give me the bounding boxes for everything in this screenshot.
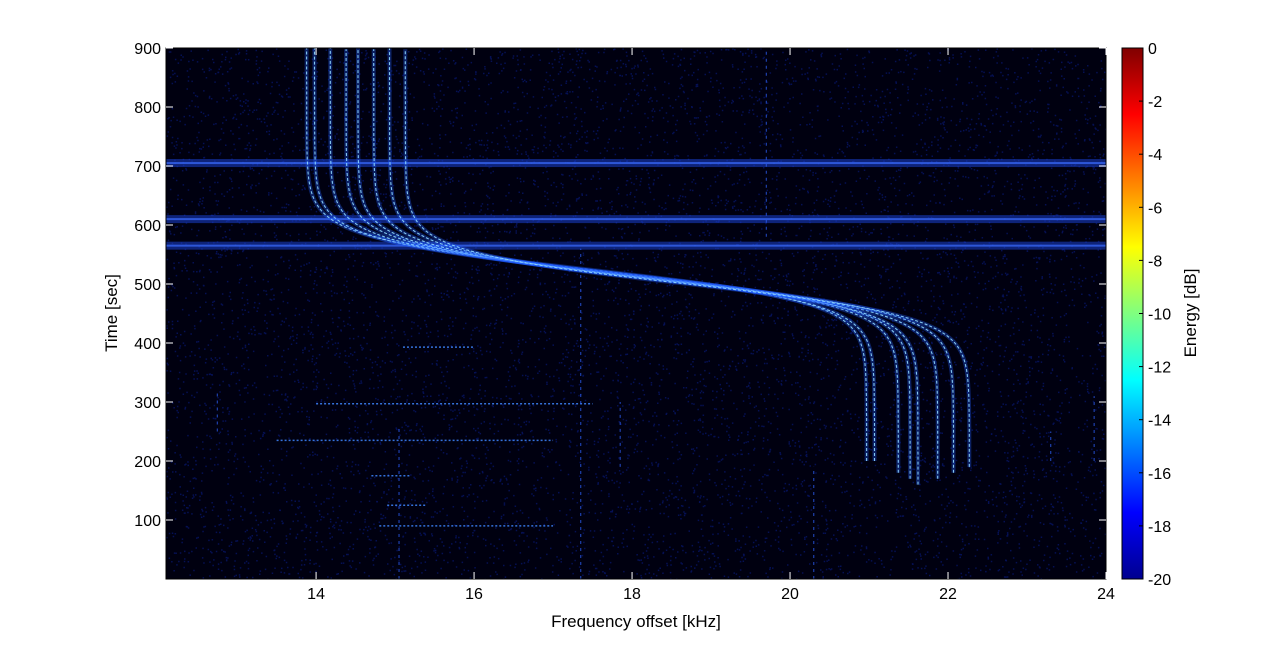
y-tick-label: 700	[134, 159, 161, 176]
x-tick-label: 24	[1097, 586, 1115, 603]
colorbar-tick-label: -20	[1148, 572, 1171, 589]
horizontal-band-core	[166, 218, 1106, 221]
y-tick-label: 400	[134, 336, 161, 353]
spectrogram-image	[166, 48, 1106, 579]
colorbar-tick-label: -10	[1148, 307, 1171, 324]
x-axis-label: Frequency offset [kHz]	[551, 612, 721, 631]
y-tick-label: 800	[134, 100, 161, 117]
horizontal-band-core	[166, 244, 1106, 247]
x-tick-label: 22	[939, 586, 957, 603]
x-tick-label: 14	[307, 586, 325, 603]
colorbar-tick-label: -4	[1148, 147, 1162, 164]
x-axis: 14 16 18 20 22 24	[307, 48, 1115, 603]
x-tick-label: 18	[623, 586, 641, 603]
colorbar-axis: 0 -2 -4 -6 -8 -10 -12 -14 -16 -18 -20	[1139, 41, 1171, 589]
colorbar-tick-label: 0	[1148, 41, 1157, 58]
y-tick-label: 300	[134, 395, 161, 412]
colorbar-tick-label: -6	[1148, 200, 1162, 217]
doppler-trace	[404, 49, 970, 467]
y-tick-label: 100	[134, 513, 161, 530]
plot-frame	[165, 47, 1107, 580]
colorbar-label: Energy [dB]	[1181, 269, 1200, 358]
colorbar-tick-label: -8	[1148, 253, 1162, 270]
doppler-trace	[345, 49, 911, 479]
y-axis: 100 200 300 400 500 600 700 800 900	[134, 41, 1106, 530]
doppler-trace	[313, 48, 876, 461]
colorbar-tick-label: -16	[1148, 466, 1171, 483]
y-axis-label: Time [sec]	[102, 274, 121, 352]
colorbar-tick-label: -18	[1148, 519, 1171, 536]
plot-area	[166, 48, 1106, 579]
x-tick-label: 20	[781, 586, 799, 603]
colorbar-tick-label: -12	[1148, 360, 1171, 377]
y-tick-label: 200	[134, 454, 161, 471]
noise-speckle	[166, 48, 1106, 579]
colorbar-tick-label: -2	[1148, 94, 1162, 111]
x-tick-label: 16	[465, 586, 483, 603]
colorbar-tick-label: -14	[1148, 413, 1171, 430]
horizontal-band-core	[166, 162, 1106, 165]
y-tick-label: 900	[134, 41, 161, 58]
y-tick-label: 600	[134, 218, 161, 235]
y-tick-label: 500	[134, 277, 161, 294]
